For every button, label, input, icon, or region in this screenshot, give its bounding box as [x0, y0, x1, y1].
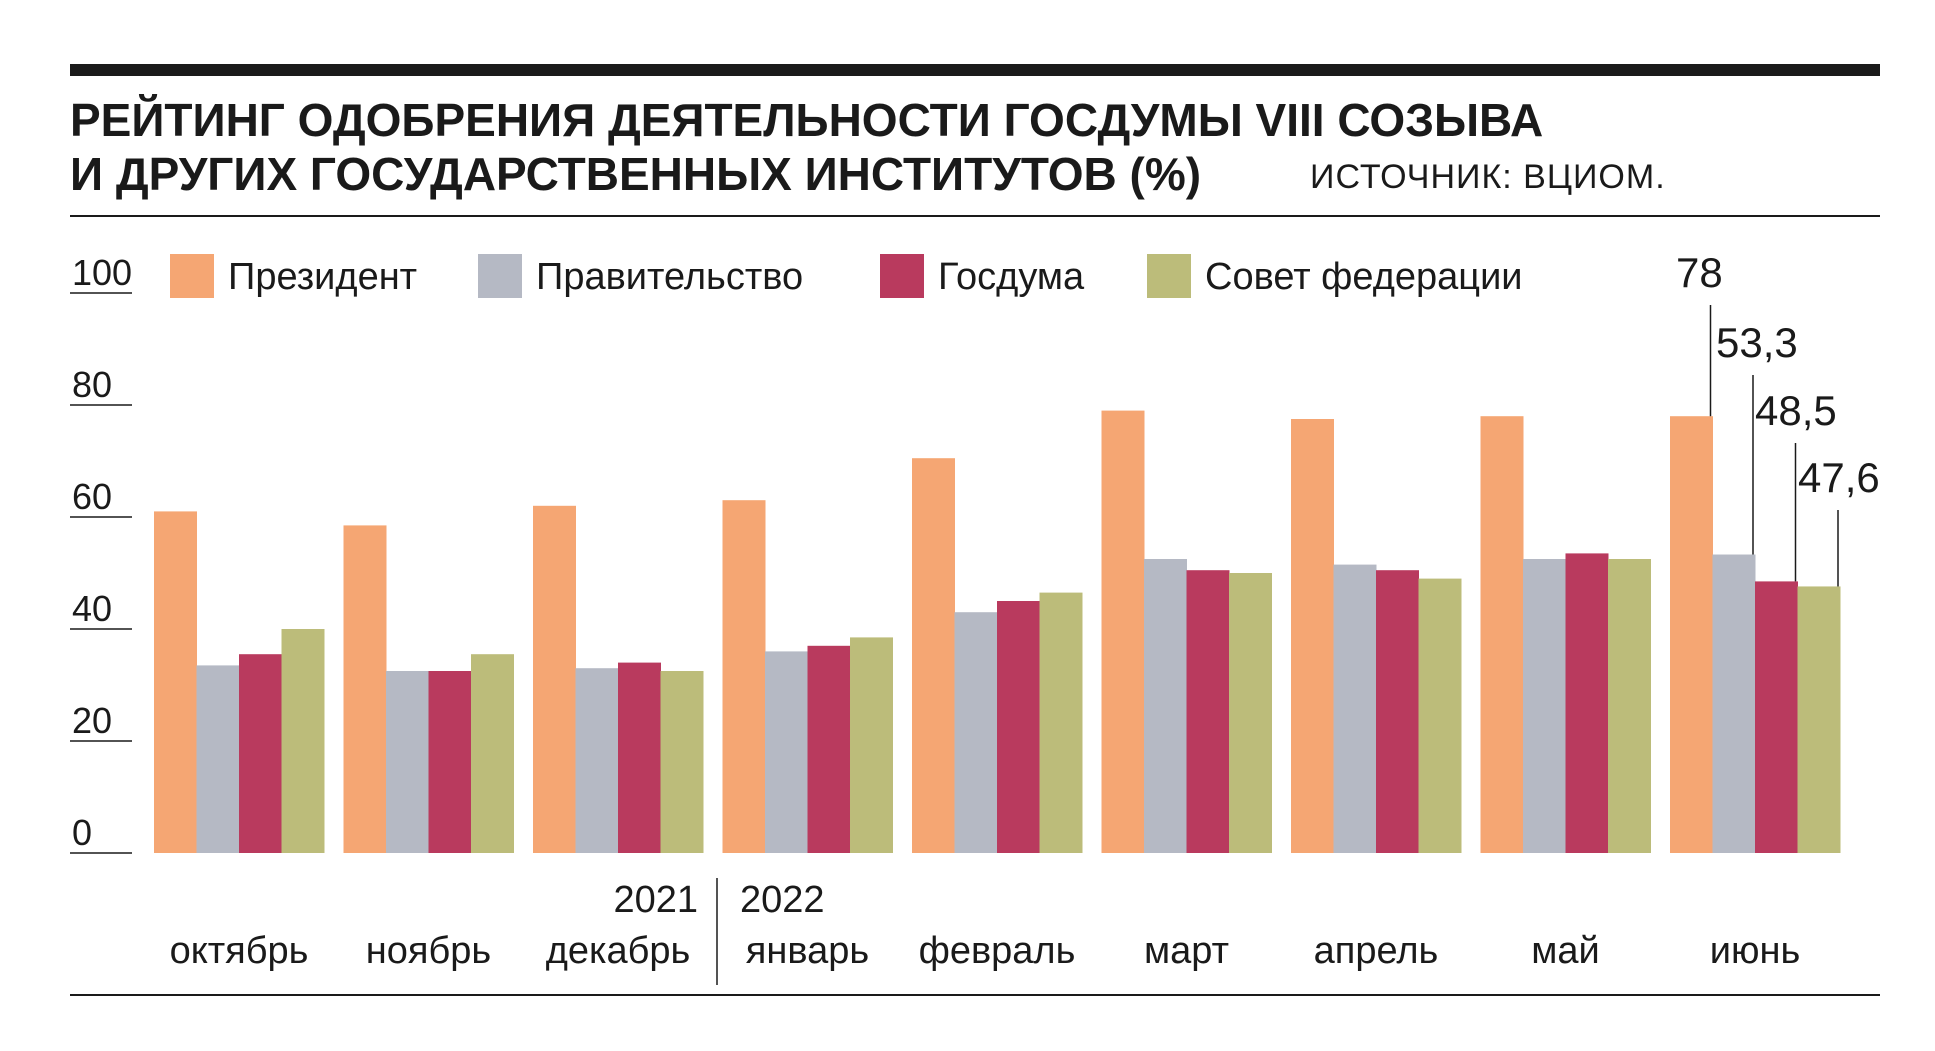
value-label: 53,3 [1716, 319, 1798, 366]
bar-1-9 [1670, 416, 1713, 853]
category-label: июнь [1710, 930, 1801, 972]
bar-2-1 [196, 665, 240, 853]
bar-3-1 [239, 654, 282, 853]
bar-1-4 [722, 500, 766, 853]
bar-1-6 [1101, 410, 1145, 853]
y-tick-label: 40 [72, 588, 112, 629]
legend: Президент Правительство Госдума Совет федер… [170, 254, 1523, 298]
bar-2-7 [1333, 564, 1377, 853]
value-labels: 78 53,3 48,5 47,6 [1676, 249, 1880, 587]
category-label: октябрь [170, 930, 309, 972]
bar-1-7 [1291, 419, 1334, 853]
bar-1-3 [533, 505, 576, 853]
x-axis: октябрь ноябрь декабрь январь февраль март апр… [170, 878, 1801, 985]
source-note: ИСТОЧНИК: ВЦИОМ. [1310, 158, 1666, 196]
legend-label: Правительство [536, 256, 803, 298]
category-label: ноябрь [366, 930, 491, 972]
bar-3-7 [1376, 570, 1419, 853]
legend-label: Совет федерации [1205, 256, 1523, 298]
category-label: март [1144, 930, 1229, 972]
bar-3-6 [1186, 570, 1230, 853]
bar-4-7 [1418, 578, 1462, 853]
bar-2-4 [765, 651, 808, 853]
value-label: 48,5 [1755, 387, 1837, 434]
bar-4-9 [1797, 586, 1841, 853]
year-label: 2022 [740, 879, 825, 921]
legend-swatch [170, 254, 214, 298]
bar-2-5 [954, 612, 998, 853]
top-thick-rule [70, 64, 1880, 76]
bar-3-4 [807, 645, 851, 853]
category-label: январь [746, 930, 869, 972]
category-label: февраль [919, 930, 1076, 972]
bar-1-8 [1480, 416, 1524, 853]
legend-swatch [1147, 254, 1191, 298]
bar-4-4 [850, 637, 893, 853]
bar-2-8 [1523, 559, 1566, 853]
bar-3-8 [1565, 553, 1609, 853]
bar-3-5 [997, 601, 1040, 853]
chart-title-line-2: И ДРУГИХ ГОСУДАРСТВЕННЫХ ИНСТИТУТОВ (%) [70, 148, 1201, 200]
chart-title-line-1: РЕЙТИНГ ОДОБРЕНИЯ ДЕЯТЕЛЬНОСТИ ГОСДУМЫ V… [70, 94, 1543, 146]
y-tick-label: 0 [72, 812, 92, 853]
y-axis: 0 20 40 60 80 100 [70, 252, 132, 854]
legend-label: Президент [228, 256, 417, 298]
legend-swatch [880, 254, 924, 298]
bar-1-1 [154, 511, 197, 853]
bar-1-2 [343, 525, 387, 853]
bar-4-3 [660, 671, 704, 853]
y-tick-label: 100 [72, 252, 132, 293]
bar-1-5 [912, 458, 955, 853]
bar-4-1 [281, 629, 325, 853]
header-bottom-rule [70, 215, 1880, 217]
bar-2-2 [386, 671, 429, 853]
bar-3-3 [618, 662, 661, 853]
y-tick-label: 20 [72, 700, 112, 741]
category-label: апрель [1314, 930, 1439, 972]
bar-4-2 [471, 654, 514, 853]
bars [154, 410, 1841, 853]
value-label: 47,6 [1798, 454, 1880, 501]
legend-swatch [478, 254, 522, 298]
footer-rule [70, 994, 1880, 996]
category-label: декабрь [546, 930, 691, 972]
bar-3-9 [1755, 581, 1798, 853]
bar-4-8 [1608, 559, 1651, 853]
bar-2-3 [575, 668, 619, 853]
y-tick-label: 80 [72, 364, 112, 405]
bar-4-6 [1229, 573, 1272, 853]
y-tick-label: 60 [72, 476, 112, 517]
bar-2-9 [1712, 554, 1756, 853]
legend-label: Госдума [938, 256, 1085, 298]
category-label: май [1531, 930, 1600, 972]
bar-3-2 [428, 671, 472, 853]
bar-2-6 [1144, 559, 1187, 853]
value-label: 78 [1676, 249, 1723, 296]
year-label: 2021 [613, 879, 698, 921]
bar-4-5 [1039, 592, 1083, 853]
